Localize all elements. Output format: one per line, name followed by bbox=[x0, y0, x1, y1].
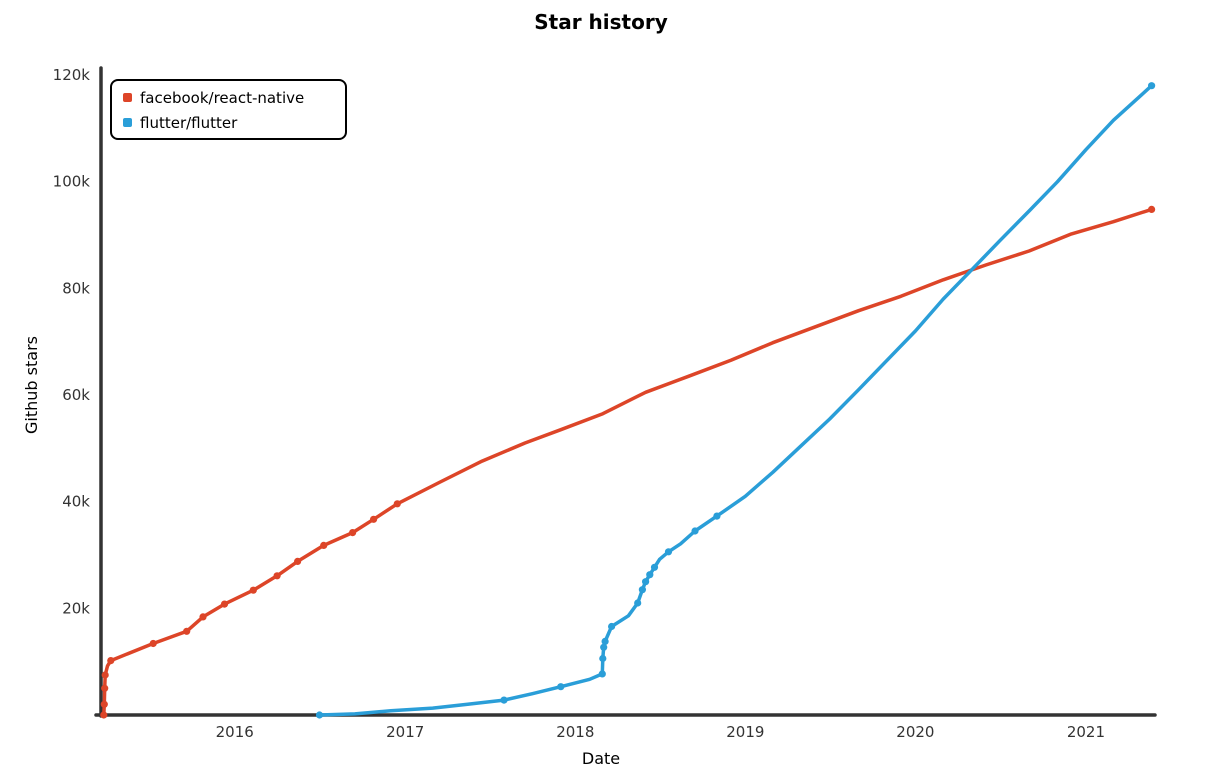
data-point-flutter-flutter bbox=[638, 586, 647, 594]
data-point-flutter-flutter bbox=[608, 622, 616, 631]
x-tick-label: 2019 bbox=[726, 723, 764, 741]
series-line-facebook-react-native bbox=[102, 207, 1154, 717]
y-axis-label: Github stars bbox=[22, 336, 41, 434]
data-point-flutter-flutter bbox=[500, 696, 508, 704]
data-point-facebook-react-native bbox=[349, 529, 357, 537]
x-tick-labels: 2016 2017 2018 2019 2020 2021 bbox=[216, 723, 1105, 741]
data-point-flutter-flutter bbox=[713, 512, 721, 520]
data-point-flutter-flutter bbox=[650, 563, 659, 571]
data-point-flutter-flutter bbox=[599, 654, 607, 663]
data-point-facebook-react-native bbox=[1148, 205, 1156, 213]
data-point-facebook-react-native bbox=[370, 515, 378, 523]
y-tick-label: 40k bbox=[62, 493, 90, 511]
x-tick-label: 2020 bbox=[896, 723, 934, 741]
legend: facebook/react-native flutter/flutter bbox=[110, 79, 347, 140]
x-tick-label: 2016 bbox=[216, 723, 254, 741]
data-point-flutter-flutter bbox=[664, 548, 673, 556]
data-point-facebook-react-native bbox=[100, 711, 108, 719]
data-point-flutter-flutter bbox=[646, 571, 654, 579]
x-axis-label: Date bbox=[582, 749, 620, 768]
data-point-facebook-react-native bbox=[183, 627, 191, 635]
data-point-facebook-react-native bbox=[149, 639, 157, 648]
legend-box bbox=[110, 79, 347, 140]
data-point-facebook-react-native bbox=[100, 700, 108, 708]
series-line-flutter-flutter bbox=[317, 83, 1154, 717]
chart-title: Star history bbox=[534, 10, 668, 34]
y-tick-label: 20k bbox=[62, 599, 90, 617]
data-point-flutter-flutter bbox=[598, 670, 606, 678]
data-point-facebook-react-native bbox=[320, 541, 328, 550]
data-point-flutter-flutter bbox=[557, 683, 565, 691]
data-point-flutter-flutter bbox=[600, 643, 608, 651]
series-flutter-flutter bbox=[315, 82, 1156, 719]
axes bbox=[94, 66, 1157, 718]
data-point-facebook-react-native bbox=[101, 671, 109, 679]
data-point-flutter-flutter bbox=[601, 637, 609, 646]
legend-label-react-native: facebook/react-native bbox=[140, 89, 304, 107]
y-tick-label: 60k bbox=[62, 386, 90, 404]
y-tick-label: 100k bbox=[53, 173, 91, 191]
data-point-facebook-react-native bbox=[101, 684, 109, 692]
series-facebook-react-native bbox=[100, 205, 1156, 719]
data-point-flutter-flutter bbox=[642, 578, 650, 586]
legend-swatch-react-native bbox=[123, 93, 132, 102]
data-point-flutter-flutter bbox=[691, 527, 699, 535]
series-layer bbox=[100, 82, 1156, 719]
data-point-facebook-react-native bbox=[294, 557, 302, 566]
data-point-facebook-react-native bbox=[107, 657, 115, 665]
x-tick-label: 2017 bbox=[386, 723, 424, 741]
x-tick-label: 2018 bbox=[556, 723, 594, 741]
data-point-facebook-react-native bbox=[199, 613, 207, 621]
data-point-facebook-react-native bbox=[249, 586, 257, 594]
data-point-flutter-flutter bbox=[315, 711, 324, 719]
data-point-flutter-flutter bbox=[1148, 82, 1156, 90]
y-tick-label: 80k bbox=[62, 279, 90, 297]
y-tick-labels: 20k 40k 60k 80k 100k 120k bbox=[53, 66, 91, 617]
y-tick-label: 120k bbox=[53, 66, 91, 84]
data-point-facebook-react-native bbox=[393, 500, 401, 508]
legend-swatch-flutter bbox=[123, 118, 132, 127]
data-point-facebook-react-native bbox=[220, 600, 229, 608]
data-point-facebook-react-native bbox=[273, 572, 281, 580]
x-tick-label: 2021 bbox=[1067, 723, 1105, 741]
legend-label-flutter: flutter/flutter bbox=[140, 114, 238, 132]
data-point-flutter-flutter bbox=[634, 599, 642, 607]
